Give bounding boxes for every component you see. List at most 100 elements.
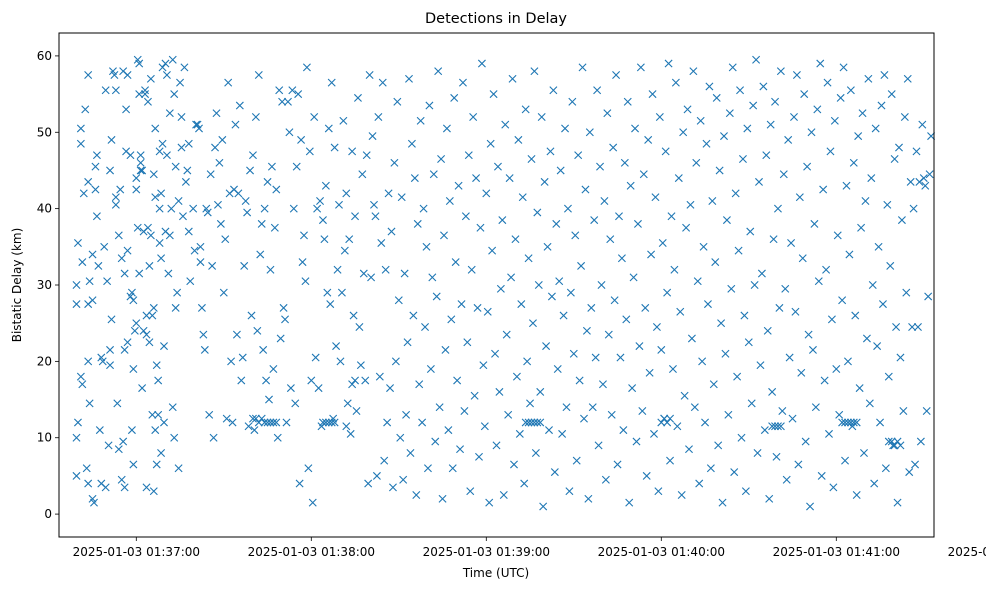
scatter-point (253, 326, 262, 335)
scatter-point (854, 132, 863, 141)
scatter-point (561, 124, 570, 133)
scatter-point (686, 200, 695, 209)
scatter-point (571, 231, 580, 240)
scatter-point (660, 414, 669, 423)
scatter-point (760, 426, 769, 435)
scatter-point (324, 124, 333, 133)
scatter-point (593, 86, 602, 95)
scatter-point (409, 311, 418, 320)
scatter-point (78, 258, 87, 267)
scatter-point (768, 422, 777, 431)
scatter-point (355, 323, 364, 331)
scatter-point (291, 399, 300, 408)
scatter-point (508, 74, 517, 83)
scatter-point (878, 300, 887, 309)
scatter-point (463, 338, 472, 347)
scatter-point (480, 422, 489, 431)
scatter-point (776, 67, 785, 76)
scatter-point (85, 399, 94, 408)
scatter-point (559, 311, 568, 320)
scatter-point (633, 219, 642, 228)
scatter-point (209, 433, 218, 442)
scatter-point (861, 197, 870, 205)
scatter-point (708, 197, 717, 205)
scatter-point (321, 181, 330, 190)
scatter-point (867, 174, 876, 183)
scatter-point (909, 204, 918, 213)
scatter-point (491, 349, 500, 358)
scatter-point (806, 502, 815, 511)
scatter-point (746, 227, 755, 236)
scatter-point (639, 170, 648, 179)
scatter-point (351, 212, 360, 221)
scatter-point (524, 254, 533, 263)
scatter-point (877, 101, 886, 110)
scatter-point (332, 342, 341, 351)
scatter-point (781, 284, 790, 293)
scatter-point (512, 372, 521, 381)
scatter-point (383, 418, 392, 427)
scatter-point (839, 63, 848, 72)
scatter-point (117, 475, 126, 484)
scatter-point (880, 71, 889, 79)
scatter-point (792, 71, 801, 79)
scatter-point (668, 365, 677, 373)
scatter-point (138, 166, 147, 175)
scatter-point (652, 323, 661, 331)
scatter-point (143, 97, 152, 106)
scatter-point (590, 216, 599, 225)
scatter-point (788, 414, 797, 423)
scatter-point (186, 277, 195, 286)
y-axis-label: Bistatic Delay (km) (10, 228, 24, 343)
scatter-point (103, 277, 112, 286)
scatter-point (160, 418, 168, 427)
scatter-point (224, 78, 233, 87)
scatter-point (356, 361, 365, 370)
scatter-point (862, 334, 871, 343)
scatter-point (852, 491, 861, 499)
scatter-point (72, 471, 81, 480)
scatter-point (881, 464, 890, 473)
scatter-point (461, 212, 470, 221)
scatter-point (318, 418, 327, 427)
scatter-point (577, 261, 586, 270)
scatter-point (822, 265, 831, 274)
scatter-point (250, 426, 259, 435)
scatter-point (262, 376, 271, 385)
scatter-point (826, 147, 835, 156)
scatter-point (316, 197, 325, 205)
scatter-point (335, 200, 343, 209)
scatter-point (158, 139, 167, 148)
scatter-point (266, 418, 275, 427)
scatter-point (594, 441, 603, 450)
scatter-point (838, 418, 847, 427)
y-tick-label: 10 (37, 431, 52, 445)
scatter-point (432, 292, 441, 301)
scatter-point (94, 261, 103, 270)
scatter-point (106, 166, 115, 175)
scatter-point (569, 349, 578, 358)
scatter-point (733, 372, 742, 381)
scatter-point (642, 471, 651, 480)
scatter-point (756, 361, 765, 370)
scatter-point (706, 464, 715, 473)
scatter-point (542, 342, 551, 351)
scatter-point (440, 231, 448, 240)
scatter-point (151, 193, 160, 202)
scatter-point (318, 216, 327, 225)
scatter-point (473, 303, 482, 312)
scatter-point (176, 78, 185, 87)
scatter-point (297, 135, 306, 144)
scatter-point (362, 151, 371, 160)
scatter-point (648, 90, 657, 99)
scatter-point (192, 120, 201, 129)
scatter-point (581, 185, 590, 194)
scatter-point (114, 231, 123, 240)
scatter-point (587, 303, 596, 312)
scatter-point (431, 437, 440, 446)
scatter-point (628, 384, 637, 393)
scatter-point (307, 376, 316, 385)
scatter-point (111, 86, 120, 95)
scatter-point (829, 483, 838, 492)
scatter-point (493, 162, 502, 171)
